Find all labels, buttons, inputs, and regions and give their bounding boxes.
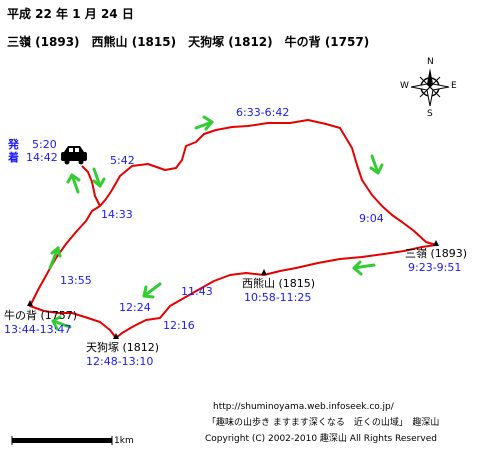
compass-south-label: S bbox=[427, 109, 433, 119]
arrive-label: 着 bbox=[8, 151, 19, 164]
summit-marker-icon bbox=[261, 269, 267, 275]
map-date: 平成 22 年 1 月 24 日 bbox=[7, 7, 134, 21]
direction-arrow-icon bbox=[352, 260, 376, 276]
waypoint-time-1433: 14:33 bbox=[101, 208, 133, 221]
summit-name-tenguzuka: 天狗塚 (1812) bbox=[86, 341, 160, 354]
waypoint-time-0904: 9:04 bbox=[359, 212, 384, 225]
direction-arrow-icon bbox=[66, 173, 81, 194]
summit-time-sanrei: 9:23-9:51 bbox=[408, 261, 462, 274]
direction-arrow-icon bbox=[142, 282, 162, 299]
summit-marker-icon bbox=[27, 300, 33, 306]
scale-label: 1km bbox=[114, 436, 134, 446]
compass-west-label: W bbox=[400, 81, 409, 91]
map-peaks-title: 三嶺 (1893) 西熊山 (1815) 天狗塚 (1812) 牛の背 (175… bbox=[7, 35, 370, 49]
compass-east-label: E bbox=[451, 81, 457, 91]
waypoint-time-1143: 11:43 bbox=[181, 285, 213, 298]
summit-time-tenguzuka: 12:48-13:10 bbox=[86, 355, 154, 368]
compass-north-label: N bbox=[427, 57, 434, 67]
footer-copyright: Copyright (C) 2002-2010 趣深山 All Rights R… bbox=[205, 434, 437, 444]
compass-rose-icon bbox=[410, 68, 450, 107]
summit-name-sanrei: 三嶺 (1893) bbox=[405, 247, 468, 260]
direction-arrow-icon bbox=[194, 115, 214, 131]
summit-name-nishikuma: 西熊山 (1815) bbox=[242, 277, 316, 290]
summit-marker-icon bbox=[113, 333, 119, 339]
waypoint-time-0633: 6:33-6:42 bbox=[236, 106, 290, 119]
summit-time-ushinose: 13:44-13:47 bbox=[4, 323, 72, 336]
route-line bbox=[29, 119, 437, 339]
car-icon bbox=[61, 146, 87, 165]
direction-arrow-icon bbox=[92, 167, 106, 188]
depart-label: 発 bbox=[8, 138, 19, 151]
arrive-time: 14:42 bbox=[26, 151, 58, 164]
direction-arrow-icon bbox=[369, 154, 384, 175]
direction-arrow-icon bbox=[51, 315, 72, 331]
waypoint-time-0542: 5:42 bbox=[110, 154, 135, 167]
scale-bar bbox=[11, 436, 113, 445]
footer-url[interactable]: http://shuminoyama.web.infoseek.co.jp/ bbox=[213, 402, 394, 412]
direction-arrow-icon bbox=[48, 246, 62, 270]
summit-time-nishikuma: 10:58-11:25 bbox=[244, 291, 312, 304]
summit-name-ushinose: 牛の背 (1757) bbox=[4, 309, 78, 322]
footer-slogan: 「趣味の山歩き ますます深くなる 近くの山域」 趣深山 bbox=[207, 418, 440, 428]
depart-time: 5:20 bbox=[32, 138, 57, 151]
waypoint-time-1224: 12:24 bbox=[119, 301, 151, 314]
summit-marker-icon bbox=[433, 240, 439, 246]
waypoint-time-1216: 12:16 bbox=[163, 319, 195, 332]
waypoint-time-1355: 13:55 bbox=[60, 274, 92, 287]
